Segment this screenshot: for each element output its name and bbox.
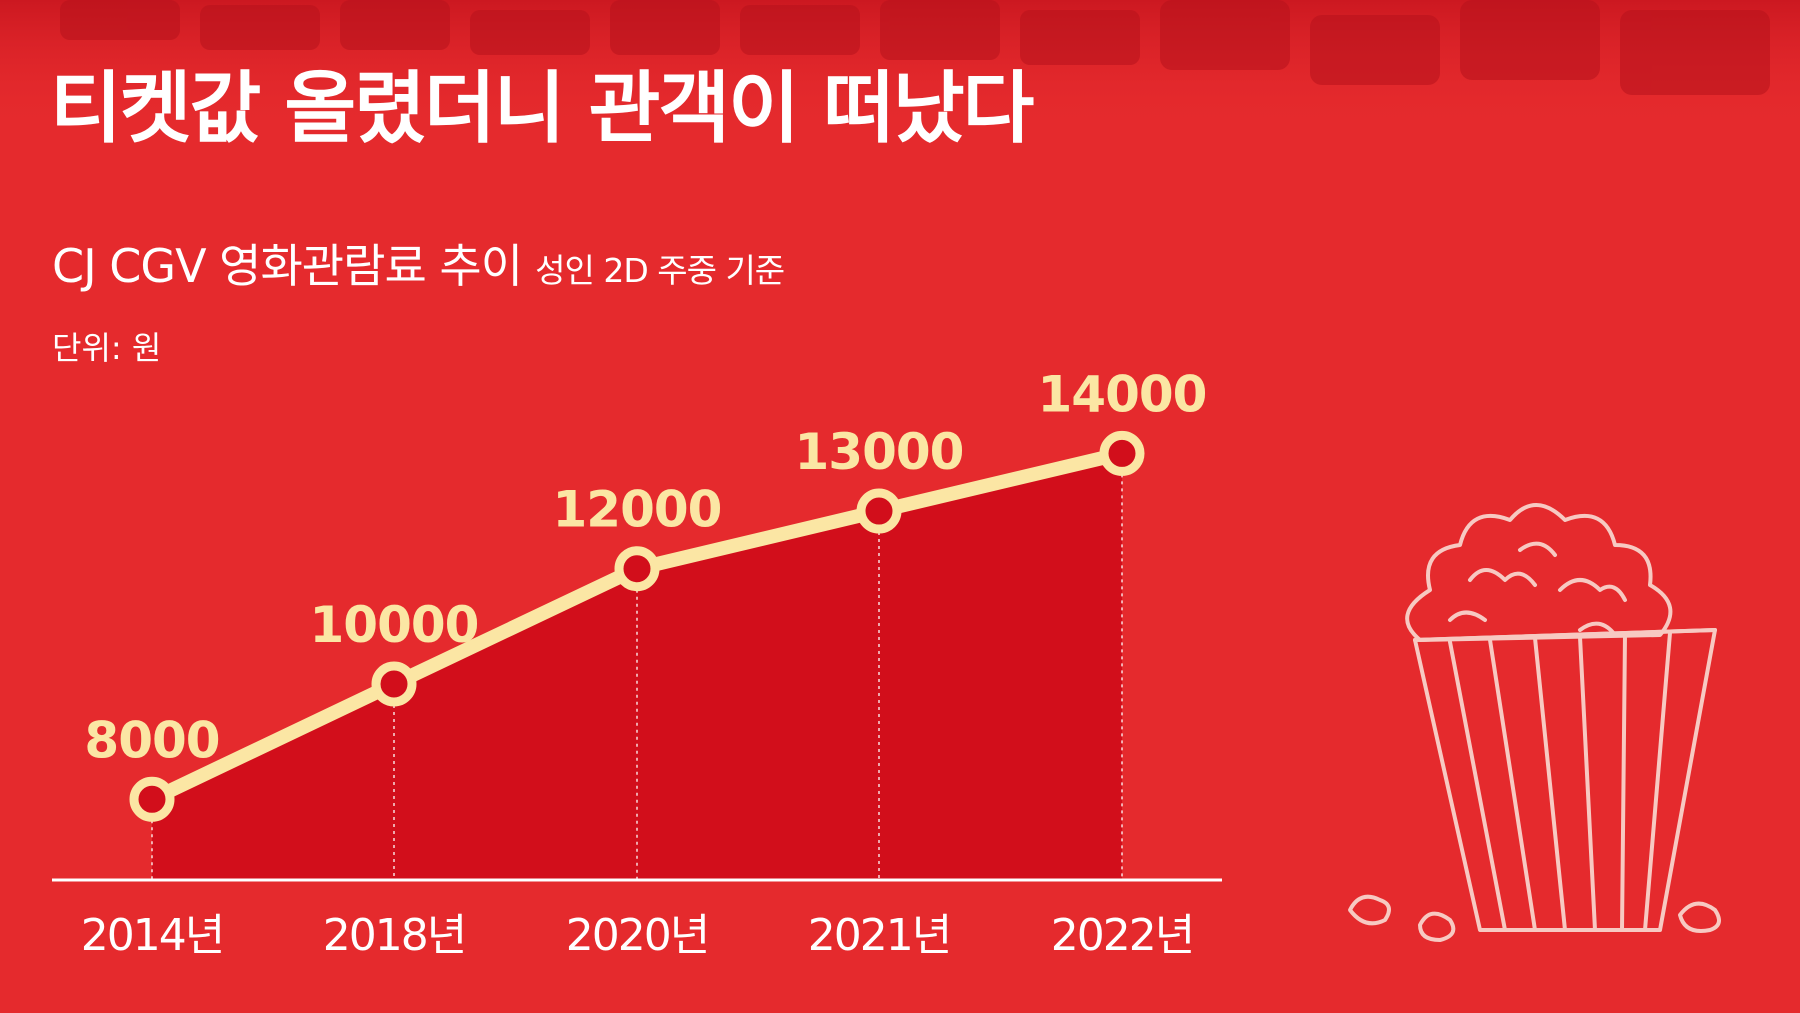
x-tick-label-1: 2018년 [323, 910, 465, 961]
data-label-4: 14000 [1038, 365, 1207, 423]
headline: 티켓값 올렸더니 관객이 떠났다 [50, 64, 1034, 154]
chart-subtitle: CJ CGV 영화관람료 추이 [52, 239, 523, 293]
data-point-1 [371, 661, 417, 707]
popcorn-bucket-illustration [1348, 503, 1721, 942]
data-point-0 [129, 776, 175, 822]
data-point-4 [1099, 430, 1145, 476]
chart-subtitle-note: 성인 2D 주중 기준 [535, 251, 785, 290]
theater-seats-background [0, 0, 1800, 130]
data-label-1: 10000 [310, 596, 479, 654]
data-point-3 [856, 488, 902, 534]
data-point-2 [614, 546, 660, 592]
x-tick-label-3: 2021년 [808, 910, 950, 961]
x-tick-label-2: 2020년 [566, 910, 708, 961]
data-label-3: 13000 [795, 423, 964, 481]
data-label-2: 12000 [553, 481, 722, 539]
unit-label: 단위: 원 [52, 329, 162, 367]
x-tick-label-4: 2022년 [1051, 910, 1193, 961]
subtitle-row: CJ CGV 영화관람료 추이 성인 2D 주중 기준 [52, 230, 785, 296]
data-label-0: 8000 [84, 711, 219, 769]
x-tick-label-0: 2014년 [81, 910, 223, 961]
